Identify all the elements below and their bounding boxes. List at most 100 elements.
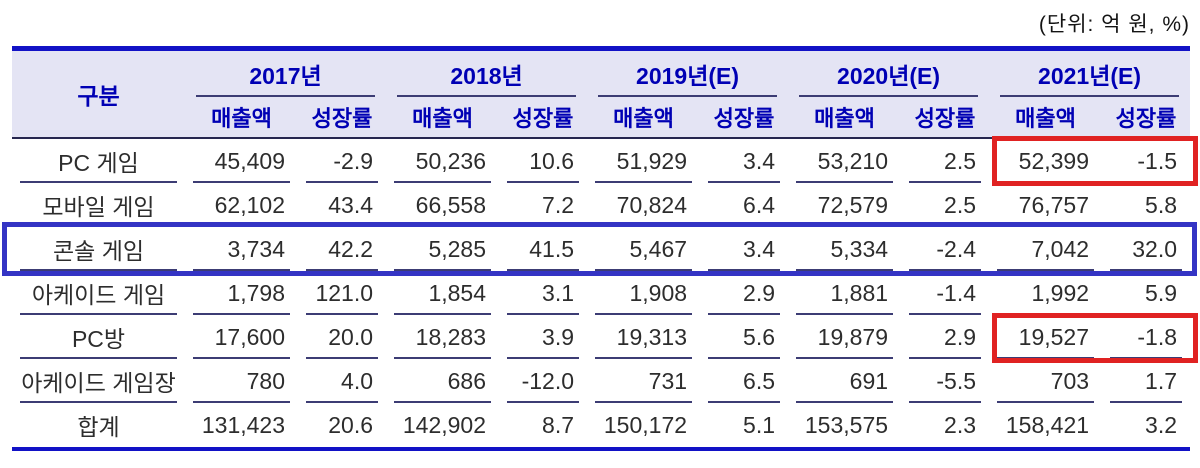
table-body: PC 게임 45,409 -2.9 50,236 10.6 51,929 3.4… [12, 138, 1191, 449]
row-label: 아케이드 게임 [12, 271, 185, 315]
sub-header-sales-2017: 매출액 [185, 97, 298, 138]
cell-value: 20.0 [298, 315, 387, 359]
cell-value: 5.8 [1102, 183, 1191, 227]
cell-value: 52,399 [989, 138, 1103, 183]
cell-value: 153,575 [804, 411, 889, 438]
cell-value: -1.8 [1102, 315, 1191, 359]
cell-value: 5,285 [386, 227, 500, 271]
cell-value: 42.2 [298, 227, 387, 271]
cell-value: 1,854 [386, 271, 500, 315]
game-industry-sales-table: 구분 2017년 2018년 2019년(E) 2020년(E) 2021년(E… [12, 46, 1191, 451]
cell-value: 691 [788, 359, 902, 403]
cell-value: 32.0 [1102, 227, 1191, 271]
table-row-pc-game: PC 게임 45,409 -2.9 50,236 10.6 51,929 3.4… [12, 138, 1191, 183]
cell-value: 142,902 [402, 411, 487, 438]
row-label: 아케이드 게임장 [12, 359, 185, 403]
table-row-console-game: 콘솔 게임 3,734 42.2 5,285 41.5 5,467 3.4 5,… [12, 227, 1191, 271]
cell-value: 7.2 [499, 183, 588, 227]
cell-value: 5.6 [700, 315, 789, 359]
cell-value: 2.5 [901, 138, 990, 183]
cell-value: 20.6 [328, 411, 374, 438]
cell-value: 2.5 [901, 183, 990, 227]
cell-value: -1.5 [1102, 138, 1191, 183]
row-label: PC 게임 [12, 138, 185, 183]
cell-value: 2.9 [901, 315, 990, 359]
unit-label: (단위: 억 원, %) [1038, 13, 1190, 36]
cell-value: 62,102 [185, 183, 298, 227]
table-row-mobile-game: 모바일 게임 62,102 43.4 66,558 7.2 70,824 6.4… [12, 183, 1191, 227]
table-row-pc-bang: PC방 17,600 20.0 18,283 3.9 19,313 5.6 19… [12, 315, 1191, 359]
cell-value: -12.0 [499, 359, 588, 403]
cell-value: 45,409 [185, 138, 298, 183]
cell-value: -2.9 [298, 138, 387, 183]
corner-header: 구분 [12, 48, 185, 138]
table-row-arcade-game: 아케이드 게임 1,798 121.0 1,854 3.1 1,908 2.9 … [12, 271, 1191, 315]
cell-value: 731 [587, 359, 701, 403]
cell-value: 703 [989, 359, 1103, 403]
cell-value: 780 [185, 359, 298, 403]
table-row-total: 합계 131,423 20.6 142,902 8.7 150,172 5.1 … [12, 403, 1190, 449]
cell-value: 121.0 [298, 271, 387, 315]
cell-value: 6.4 [700, 183, 789, 227]
cell-value: 3.9 [499, 315, 588, 359]
cell-value: 1,881 [788, 271, 902, 315]
cell-value: 43.4 [298, 183, 387, 227]
cell-value: 5,467 [587, 227, 701, 271]
cell-value: 3.2 [1145, 411, 1178, 438]
cell-value: 3.4 [700, 138, 789, 183]
sub-header-sales-2019: 매출액 [587, 97, 701, 138]
year-header-row: 구분 2017년 2018년 2019년(E) 2020년(E) 2021년(E… [12, 48, 1191, 138]
cell-value: 53,210 [788, 138, 902, 183]
sub-header-sales-2018: 매출액 [386, 97, 500, 138]
cell-value: 10.6 [499, 138, 588, 183]
cell-value: 70,824 [587, 183, 701, 227]
cell-value: 19,527 [989, 315, 1103, 359]
cell-value: 3.4 [700, 227, 789, 271]
row-label: PC방 [12, 315, 185, 359]
sub-header-growth-2017: 성장률 [298, 97, 387, 138]
cell-value: -2.4 [901, 227, 990, 271]
row-label: 콘솔 게임 [12, 227, 185, 271]
year-header-2019e: 2019년(E) [587, 48, 789, 97]
cell-value: 5.9 [1102, 271, 1191, 315]
cell-value: 1,908 [587, 271, 701, 315]
cell-value: 19,879 [788, 315, 902, 359]
cell-value: 6.5 [700, 359, 789, 403]
sub-header-growth-2019: 성장률 [700, 97, 789, 138]
cell-value: 1,798 [185, 271, 298, 315]
cell-value: 18,283 [386, 315, 500, 359]
cell-value: 5.1 [743, 411, 776, 438]
year-header-2018: 2018년 [386, 48, 588, 97]
cell-value: 50,236 [386, 138, 500, 183]
cell-value: 3.1 [499, 271, 588, 315]
row-label: 모바일 게임 [12, 183, 185, 227]
cell-value: 158,421 [1005, 411, 1090, 438]
cell-value: 17,600 [185, 315, 298, 359]
cell-value: 131,423 [201, 411, 285, 438]
sub-header-growth-2020: 성장률 [901, 97, 990, 138]
cell-value: 686 [386, 359, 500, 403]
cell-value: 5,334 [788, 227, 902, 271]
table-header: 구분 2017년 2018년 2019년(E) 2020년(E) 2021년(E… [12, 48, 1191, 138]
sub-header-growth-2021: 성장률 [1102, 97, 1191, 138]
sub-header-row: 매출액 성장률 매출액 성장률 매출액 성장률 매출액 성장률 매출액 성장률 [12, 97, 1191, 138]
cell-value: 41.5 [499, 227, 588, 271]
cell-value: 150,172 [603, 411, 688, 438]
year-header-2021e: 2021년(E) [989, 48, 1191, 97]
cell-value: 76,757 [989, 183, 1103, 227]
cell-value: -5.5 [901, 359, 990, 403]
year-header-2017: 2017년 [185, 48, 387, 97]
sub-header-sales-2021: 매출액 [989, 97, 1103, 138]
cell-value: 1,992 [989, 271, 1103, 315]
cell-value: 2.3 [944, 411, 977, 438]
cell-value: -1.4 [901, 271, 990, 315]
cell-value: 4.0 [298, 359, 387, 403]
cell-value: 3,734 [185, 227, 298, 271]
cell-value: 7,042 [989, 227, 1103, 271]
cell-value: 19,313 [587, 315, 701, 359]
sub-header-growth-2018: 성장률 [499, 97, 588, 138]
cell-value: 8.7 [542, 411, 575, 438]
sub-header-sales-2020: 매출액 [788, 97, 902, 138]
table-row-arcade-hall: 아케이드 게임장 780 4.0 686 -12.0 731 6.5 691 -… [12, 359, 1191, 403]
